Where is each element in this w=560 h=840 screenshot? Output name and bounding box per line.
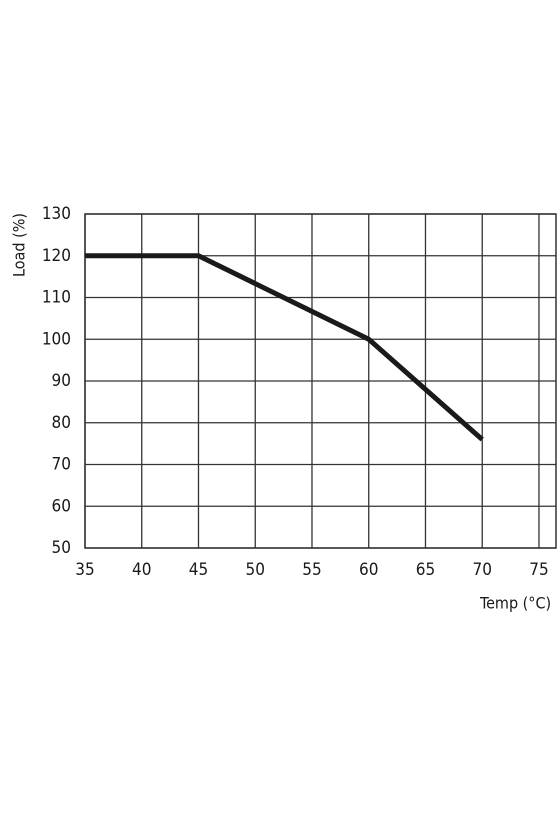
- x-tick-label: 45: [189, 560, 208, 580]
- y-tick-label: 90: [52, 371, 71, 391]
- y-tick-label: 70: [52, 455, 71, 475]
- x-tick-label: 70: [472, 560, 491, 580]
- y-tick-label: 100: [42, 329, 71, 349]
- y-tick-label: 130: [42, 204, 71, 224]
- x-tick-label: 60: [359, 560, 378, 580]
- y-tick-label: 120: [42, 246, 71, 266]
- x-tick-label: 50: [246, 560, 265, 580]
- y-tick-label: 80: [52, 413, 71, 433]
- x-tick-label: 35: [75, 560, 94, 580]
- y-axis-label: Load (%): [10, 213, 29, 277]
- data-line: [85, 253, 484, 442]
- y-tick-label: 60: [52, 496, 71, 516]
- x-tick-label: 65: [416, 560, 435, 580]
- x-tick-label: 75: [529, 560, 548, 580]
- x-tick-label: 55: [302, 560, 321, 580]
- y-tick-label: 110: [42, 288, 71, 308]
- x-tick-label: 40: [132, 560, 151, 580]
- x-axis-label: Temp (°C): [479, 594, 551, 613]
- y-tick-label: 50: [52, 538, 71, 558]
